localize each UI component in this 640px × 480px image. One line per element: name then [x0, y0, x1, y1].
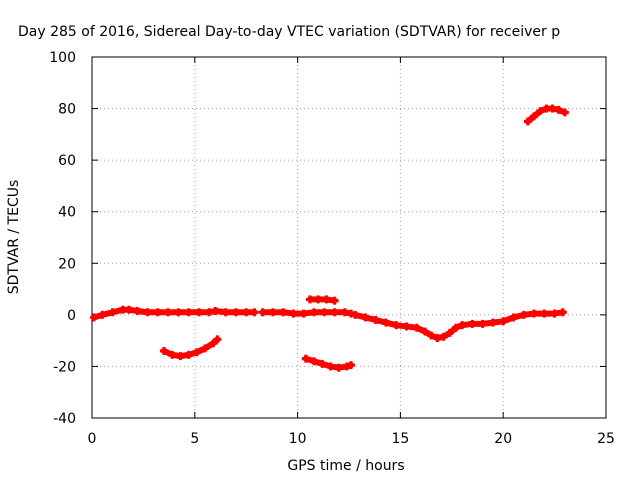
x-tick-label: 15: [391, 431, 409, 447]
data-point: [330, 296, 339, 305]
data-points: [90, 104, 569, 372]
data-point: [560, 108, 569, 117]
series-1: [90, 305, 259, 322]
chart-title: Day 285 of 2016, Sidereal Day-to-day VTE…: [18, 24, 560, 40]
x-axis-label: GPS time / hours: [287, 458, 404, 474]
series-7: [523, 104, 569, 126]
y-tick-label: 80: [58, 102, 76, 118]
plot-frame: [91, 56, 607, 419]
y-tick-label: 20: [58, 256, 76, 272]
y-tick-label: -40: [53, 411, 76, 427]
y-tick-label: 40: [58, 205, 76, 221]
data-point: [347, 361, 356, 370]
y-tick-label: 0: [67, 308, 76, 324]
series-4: [305, 295, 339, 305]
data-point: [250, 308, 259, 317]
ticks: 0 5 10 15 20 25 -40 -20 0 20 40 60 80 100: [49, 50, 615, 447]
series-5: [301, 354, 356, 372]
y-tick-label: 100: [49, 50, 76, 66]
x-tick-label: 10: [289, 431, 307, 447]
data-point: [558, 308, 567, 317]
x-tick-label: 20: [494, 431, 512, 447]
x-tick-label: 25: [597, 431, 615, 447]
x-tick-label: 5: [190, 431, 199, 447]
data-point: [213, 335, 222, 344]
series-2: [159, 335, 222, 361]
series-3: [258, 308, 356, 318]
series-6: [351, 308, 567, 343]
y-axis-label: SDTVAR / TECUs: [6, 180, 22, 295]
y-tick-label: -20: [53, 359, 76, 375]
y-tick-label: 60: [58, 153, 76, 169]
x-tick-label: 0: [88, 431, 97, 447]
